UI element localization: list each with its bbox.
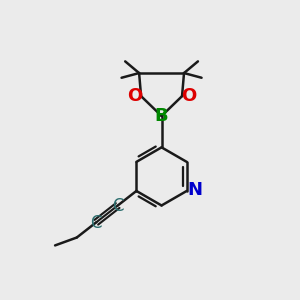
Text: C: C: [91, 214, 102, 232]
Text: C: C: [112, 197, 123, 215]
Text: O: O: [181, 86, 196, 104]
Text: O: O: [127, 86, 142, 104]
Text: B: B: [155, 107, 168, 125]
Text: N: N: [188, 181, 203, 199]
